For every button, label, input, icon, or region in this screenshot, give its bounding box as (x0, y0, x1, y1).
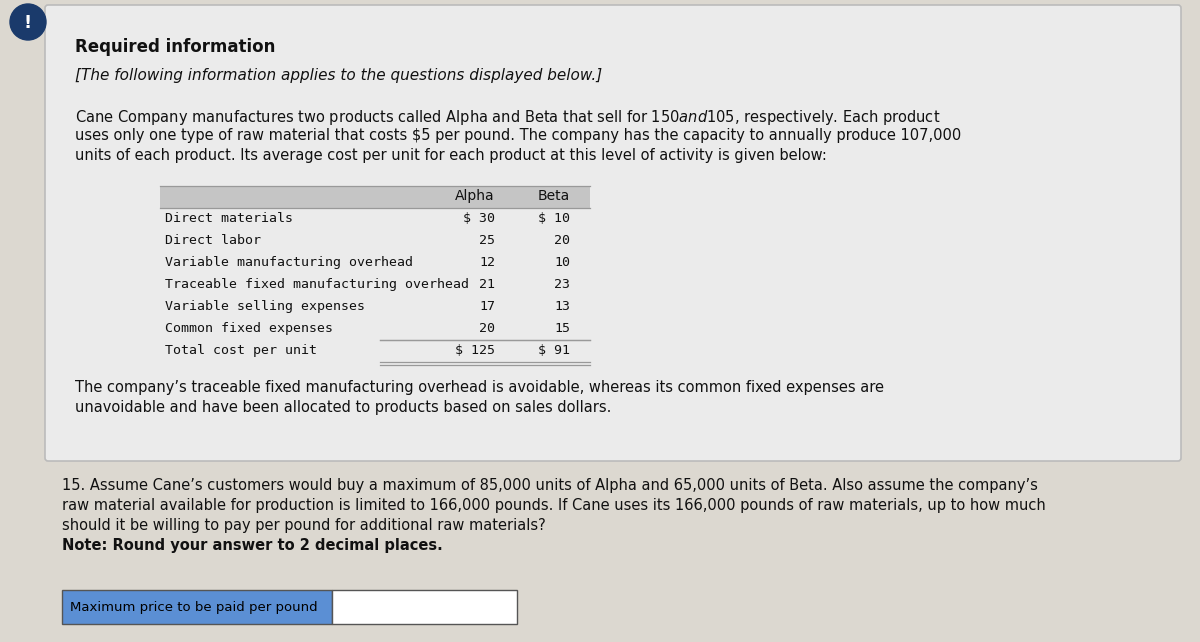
Text: Alpha: Alpha (455, 189, 496, 203)
Text: Note: Round your answer to 2 decimal places.: Note: Round your answer to 2 decimal pla… (62, 538, 443, 553)
Text: units of each product. Its average cost per unit for each product at this level : units of each product. Its average cost … (74, 148, 827, 163)
Text: 20: 20 (554, 234, 570, 247)
Text: 15. Assume Cane’s customers would buy a maximum of 85,000 units of Alpha and 65,: 15. Assume Cane’s customers would buy a … (62, 478, 1038, 493)
Text: Traceable fixed manufacturing overhead: Traceable fixed manufacturing overhead (166, 278, 469, 291)
FancyBboxPatch shape (332, 590, 517, 624)
Text: Beta: Beta (538, 189, 570, 203)
Text: Variable manufacturing overhead: Variable manufacturing overhead (166, 256, 413, 269)
Text: [The following information applies to the questions displayed below.]: [The following information applies to th… (74, 68, 602, 83)
Text: Total cost per unit: Total cost per unit (166, 344, 317, 357)
Text: 13: 13 (554, 300, 570, 313)
Text: 10: 10 (554, 256, 570, 269)
Text: Maximum price to be paid per pound: Maximum price to be paid per pound (70, 602, 318, 614)
Text: Common fixed expenses: Common fixed expenses (166, 322, 334, 335)
Text: 25: 25 (479, 234, 496, 247)
Text: Direct labor: Direct labor (166, 234, 262, 247)
Text: Direct materials: Direct materials (166, 212, 293, 225)
Text: $ 125: $ 125 (455, 344, 496, 357)
Text: unavoidable and have been allocated to products based on sales dollars.: unavoidable and have been allocated to p… (74, 400, 611, 415)
Text: Required information: Required information (74, 38, 275, 56)
Text: 23: 23 (554, 278, 570, 291)
Text: 12: 12 (479, 256, 496, 269)
FancyBboxPatch shape (46, 5, 1181, 461)
Text: 21: 21 (479, 278, 496, 291)
Text: Cane Company manufactures two products called Alpha and Beta that sell for $150 : Cane Company manufactures two products c… (74, 108, 941, 127)
Text: $ 30: $ 30 (463, 212, 496, 225)
Text: !: ! (24, 14, 32, 32)
Text: uses only one type of raw material that costs $5 per pound. The company has the : uses only one type of raw material that … (74, 128, 961, 143)
Circle shape (10, 4, 46, 40)
Text: $ 91: $ 91 (538, 344, 570, 357)
Text: raw material available for production is limited to 166,000 pounds. If Cane uses: raw material available for production is… (62, 498, 1045, 513)
Text: 20: 20 (479, 322, 496, 335)
Text: should it be willing to pay per pound for additional raw materials?: should it be willing to pay per pound fo… (62, 518, 546, 533)
Text: The company’s traceable fixed manufacturing overhead is avoidable, whereas its c: The company’s traceable fixed manufactur… (74, 380, 884, 395)
FancyBboxPatch shape (62, 590, 332, 624)
Text: 17: 17 (479, 300, 496, 313)
Text: Variable selling expenses: Variable selling expenses (166, 300, 365, 313)
Text: $ 10: $ 10 (538, 212, 570, 225)
Text: 15: 15 (554, 322, 570, 335)
FancyBboxPatch shape (160, 186, 590, 208)
